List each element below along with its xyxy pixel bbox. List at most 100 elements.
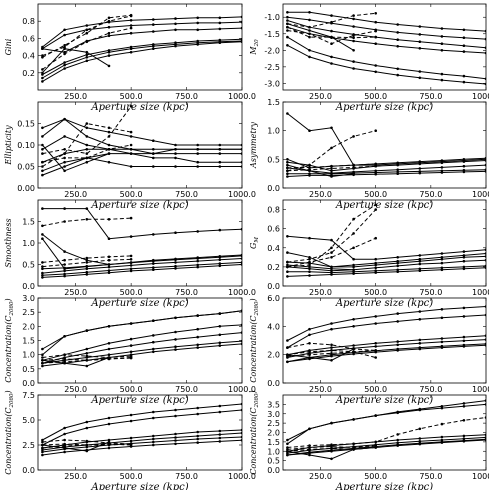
data-point xyxy=(352,263,355,267)
axes-frame xyxy=(282,297,487,384)
data-point xyxy=(152,152,155,155)
series-line xyxy=(287,344,486,363)
series-group xyxy=(41,309,242,368)
data-point xyxy=(85,160,89,164)
data-point xyxy=(174,439,177,442)
data-point xyxy=(240,143,242,147)
series-line xyxy=(287,16,486,40)
data-point xyxy=(286,29,289,32)
data-point xyxy=(308,174,311,177)
data-point xyxy=(129,152,133,155)
series-line xyxy=(42,436,242,453)
data-point xyxy=(462,50,466,53)
x-tick-label: 750.0 xyxy=(419,472,442,481)
subplot-1: 250.0 500.0 750.0 1000.0 0.2 0.4 0.6 0.8 Apertur… xyxy=(4,3,256,113)
data-point xyxy=(462,259,466,263)
data-point xyxy=(152,268,155,272)
data-point xyxy=(330,14,333,17)
data-point xyxy=(330,271,333,274)
data-point xyxy=(85,264,89,268)
data-point xyxy=(196,257,199,260)
series-group xyxy=(286,399,486,461)
data-point xyxy=(418,76,422,80)
data-point xyxy=(41,438,44,442)
axes-frame xyxy=(282,101,487,189)
data-point xyxy=(352,49,355,52)
data-point xyxy=(330,167,333,170)
data-point xyxy=(462,250,466,253)
data-point xyxy=(63,207,66,210)
y-tick-label: 0.2 xyxy=(22,69,35,78)
data-point xyxy=(308,274,311,277)
data-point xyxy=(352,166,355,169)
data-point xyxy=(440,337,444,340)
data-point xyxy=(85,24,89,27)
data-point xyxy=(174,267,177,270)
series-line xyxy=(287,438,486,456)
series-line xyxy=(287,23,354,51)
data-point xyxy=(396,163,400,167)
data-point xyxy=(41,237,44,240)
data-point xyxy=(41,71,44,75)
y-tick-label: 0.00 xyxy=(17,184,35,193)
series-line xyxy=(287,264,354,271)
data-point xyxy=(374,263,378,267)
data-point xyxy=(107,50,111,54)
series-line xyxy=(287,335,486,356)
data-point xyxy=(85,273,89,276)
data-point xyxy=(129,24,133,27)
data-point xyxy=(129,267,133,271)
data-point xyxy=(308,29,311,32)
data-point xyxy=(85,347,89,351)
data-point xyxy=(374,64,378,67)
data-point xyxy=(440,255,444,259)
data-point xyxy=(286,451,289,455)
data-point xyxy=(352,135,355,138)
data-point xyxy=(286,11,289,14)
data-point xyxy=(308,327,311,331)
data-point xyxy=(440,27,444,30)
series-line xyxy=(42,429,242,449)
data-point xyxy=(352,268,355,272)
data-point xyxy=(418,427,422,431)
series-line xyxy=(287,11,486,32)
data-point xyxy=(286,260,289,264)
data-point xyxy=(484,46,486,49)
data-point xyxy=(63,442,66,446)
data-point xyxy=(129,235,133,238)
y-tick-label: 0.0 xyxy=(267,282,280,291)
data-point xyxy=(152,266,155,269)
data-point xyxy=(218,433,222,436)
data-point xyxy=(308,129,311,132)
data-point xyxy=(152,233,155,236)
data-point xyxy=(440,257,444,261)
data-point xyxy=(129,269,133,273)
data-point xyxy=(330,246,333,250)
data-point xyxy=(152,443,155,447)
data-point xyxy=(85,28,89,32)
data-point xyxy=(352,344,355,347)
data-point xyxy=(196,160,199,164)
data-point xyxy=(129,264,133,267)
x-tick-label: 250.0 xyxy=(64,190,87,199)
data-point xyxy=(352,272,355,275)
data-point xyxy=(63,117,66,121)
data-point xyxy=(41,446,44,450)
data-point xyxy=(286,442,289,446)
data-point xyxy=(462,419,466,422)
data-point xyxy=(240,331,242,334)
y-tick-label: 0.4 xyxy=(22,52,35,61)
x-axis-label: Aperture size (kpc) xyxy=(335,200,433,211)
data-point xyxy=(440,438,444,442)
data-point xyxy=(440,49,444,52)
data-point xyxy=(330,450,333,453)
x-tick-label: 250.0 xyxy=(309,472,332,481)
y-tick-label: 0.0 xyxy=(22,282,35,291)
data-point xyxy=(240,26,242,30)
data-point xyxy=(85,148,89,151)
series-line xyxy=(42,157,242,172)
data-point xyxy=(308,166,311,169)
data-point xyxy=(129,419,133,423)
data-point xyxy=(352,325,355,328)
data-point xyxy=(41,443,44,447)
